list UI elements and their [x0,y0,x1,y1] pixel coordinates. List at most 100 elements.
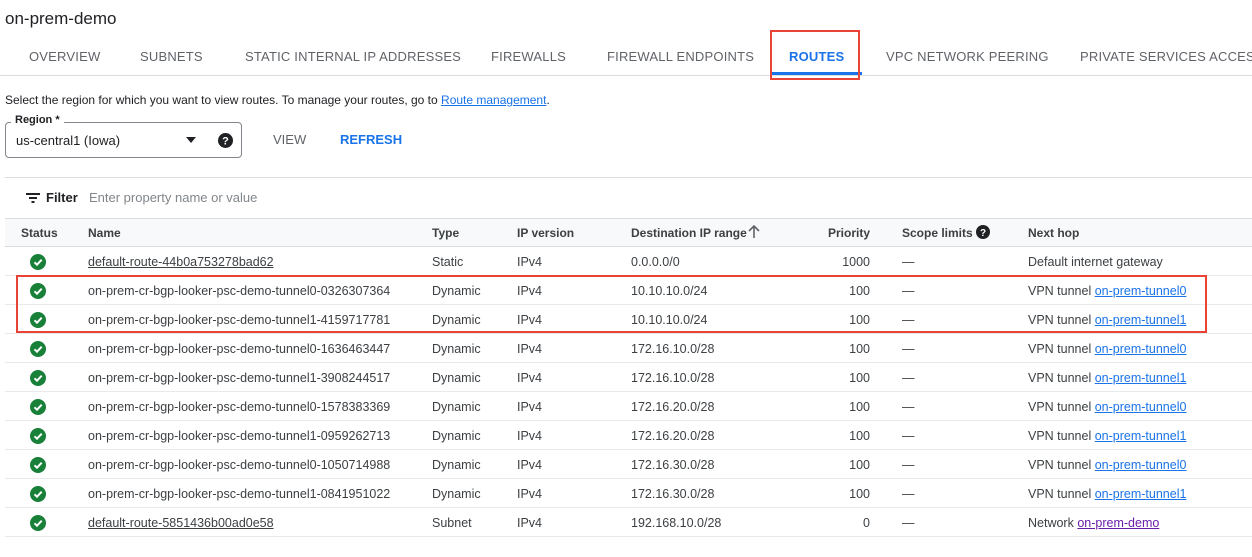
region-select[interactable]: us-central1 (Iowa) ? [5,122,242,158]
refresh-button[interactable]: REFRESH [340,132,403,147]
column-header[interactable]: Type [432,226,460,240]
destination-range: 10.10.10.0/24 [631,284,708,298]
status-icon [30,399,46,420]
route-name: on-prem-cr-bgp-looker-psc-demo-tunnel1-4… [88,313,391,327]
column-header[interactable]: IP version [517,226,575,240]
next-hop: VPN tunnel on-prem-tunnel0 [1028,342,1186,356]
check-icon [30,312,46,328]
ip-version: IPv4 [517,342,543,356]
region-label: Region * [11,114,64,126]
tab[interactable]: ROUTES [789,49,845,64]
route-name[interactable]: default-route-44b0a753278bad62 [88,255,274,269]
next-hop-link[interactable]: on-prem-tunnel1 [1094,487,1187,501]
sort-icon [748,224,760,242]
route-name: on-prem-cr-bgp-looker-psc-demo-tunnel0-0… [88,284,391,298]
next-hop-link[interactable]: on-prem-tunnel1 [1094,429,1187,443]
status-icon [30,486,46,507]
column-header[interactable]: Priority [827,226,870,240]
next-hop-link[interactable]: on-prem-tunnel0 [1094,400,1187,414]
column-header: Status [21,226,58,240]
column-header[interactable]: Destination IP range [631,226,747,240]
scope-limits: — [902,429,915,443]
help-icon[interactable]: ? [218,133,233,148]
next-hop-type: VPN tunnel [1028,487,1092,501]
next-hop: VPN tunnel on-prem-tunnel0 [1028,458,1186,472]
next-hop: VPN tunnel on-prem-tunnel0 [1028,400,1186,414]
tab[interactable]: SUBNETS [140,49,203,64]
check-icon [30,428,46,444]
tab[interactable]: OVERVIEW [29,49,101,64]
description: Select the region for which you want to … [5,93,550,107]
destination-range: 172.16.10.0/28 [631,371,715,385]
column-header[interactable]: Next hop [1028,226,1080,240]
scope-limits: — [902,458,915,472]
ip-version: IPv4 [517,255,543,269]
priority: 0 [863,516,870,530]
route-name: on-prem-cr-bgp-looker-psc-demo-tunnel1-0… [88,487,391,501]
route-type: Subnet [432,516,472,530]
scope-limits: — [902,284,915,298]
svg-text:?: ? [222,136,229,148]
destination-range: 172.16.20.0/28 [631,429,715,443]
row-divider [5,420,1252,421]
check-icon [30,399,46,415]
route-name: on-prem-cr-bgp-looker-psc-demo-tunnel0-1… [88,342,391,356]
row-divider [5,333,1252,334]
next-hop-link[interactable]: on-prem-tunnel0 [1094,284,1187,298]
destination-range: 172.16.20.0/28 [631,400,715,414]
next-hop: Default internet gateway [1028,255,1163,269]
check-icon [30,486,46,502]
next-hop: VPN tunnel on-prem-tunnel1 [1028,313,1186,327]
tab[interactable]: STATIC INTERNAL IP ADDRESSES [245,49,462,64]
status-icon [30,370,46,391]
row-divider [5,478,1252,479]
next-hop-link[interactable]: on-prem-tunnel1 [1094,313,1187,327]
priority: 100 [849,487,870,501]
tab[interactable]: PRIVATE SERVICES ACCESS [1080,49,1252,64]
status-icon [30,457,46,478]
next-hop: VPN tunnel on-prem-tunnel1 [1028,487,1186,501]
tab-indicator [770,72,862,75]
link[interactable]: Route management [441,93,547,107]
column-header[interactable]: Name [88,226,121,240]
priority: 100 [849,371,870,385]
help-icon[interactable]: ? [976,225,990,244]
status-icon [30,341,46,362]
check-icon [30,370,46,386]
route-type: Dynamic [432,371,481,385]
next-hop-type: VPN tunnel [1028,313,1092,327]
scope-limits: — [902,342,915,356]
tab[interactable]: FIREWALLS [491,49,567,64]
next-hop-link[interactable]: on-prem-tunnel0 [1094,342,1187,356]
next-hop-type: VPN tunnel [1028,342,1092,356]
row-divider [5,362,1252,363]
scope-limits: — [902,516,915,530]
route-name: on-prem-cr-bgp-looker-psc-demo-tunnel1-3… [88,371,391,385]
route-type: Dynamic [432,429,481,443]
next-hop-link[interactable]: on-prem-demo [1077,516,1160,530]
tab[interactable]: VPC NETWORK PEERING [886,49,1049,64]
route-type: Dynamic [432,487,481,501]
tab[interactable]: FIREWALL ENDPOINTS [607,49,755,64]
view-button[interactable]: VIEW [273,132,307,147]
filter-input[interactable]: Enter property name or value [89,190,258,205]
route-name[interactable]: default-route-5851436b00ad0e58 [88,516,274,530]
route-type: Dynamic [432,458,481,472]
next-hop-link[interactable]: on-prem-tunnel0 [1094,458,1187,472]
filter-icon [26,193,40,203]
next-hop: Network on-prem-demo [1028,516,1159,530]
route-type: Dynamic [432,400,481,414]
ip-version: IPv4 [517,487,543,501]
column-header[interactable]: Scope limits [902,226,973,240]
next-hop-type: VPN tunnel [1028,429,1092,443]
next-hop-link[interactable]: on-prem-tunnel1 [1094,371,1187,385]
ip-version: IPv4 [517,313,543,327]
route-name: on-prem-cr-bgp-looker-psc-demo-tunnel0-1… [88,458,391,472]
next-hop-type: Network [1028,516,1074,530]
status-icon [30,515,46,536]
row-divider [5,304,1252,305]
destination-range: 192.168.10.0/28 [631,516,722,530]
next-hop-type: VPN tunnel [1028,458,1092,472]
check-icon [30,283,46,299]
scope-limits: — [902,371,915,385]
